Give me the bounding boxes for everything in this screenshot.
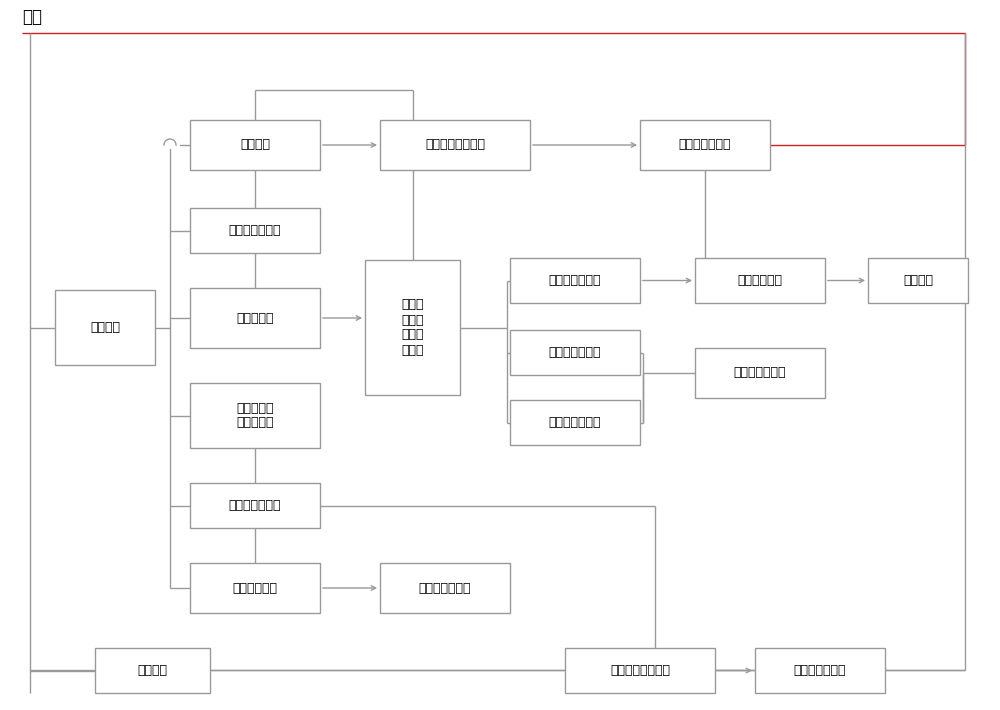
Bar bbox=[190, 288, 320, 348]
Bar bbox=[95, 648, 210, 693]
Bar bbox=[510, 330, 640, 375]
Text: 数字式
输入输
出口扩
展电路: 数字式 输入输 出口扩 展电路 bbox=[401, 298, 424, 356]
Bar bbox=[190, 483, 320, 528]
Text: 第一无源滤波器: 第一无源滤波器 bbox=[549, 274, 601, 287]
Text: 多个气缸: 多个气缸 bbox=[903, 274, 933, 287]
Text: 第一有源滤波器: 第一有源滤波器 bbox=[549, 346, 601, 359]
Text: 开关电源: 开关电源 bbox=[90, 321, 120, 334]
Bar bbox=[380, 563, 510, 613]
Text: 数据采集器: 数据采集器 bbox=[236, 312, 274, 324]
Bar bbox=[755, 648, 885, 693]
Text: 第四无源滤波器: 第四无源滤波器 bbox=[229, 224, 281, 237]
Text: 模拟式输入
口扩展电路: 模拟式输入 口扩展电路 bbox=[236, 401, 274, 430]
Bar bbox=[190, 383, 320, 448]
Bar bbox=[868, 258, 968, 303]
Text: 第三无源滤波器: 第三无源滤波器 bbox=[229, 499, 281, 512]
Text: 多块电气测试板: 多块电气测试板 bbox=[419, 581, 471, 594]
Bar bbox=[380, 120, 530, 170]
Bar bbox=[190, 120, 320, 170]
Text: 气缸控制电路: 气缸控制电路 bbox=[738, 274, 782, 287]
Bar bbox=[190, 563, 320, 613]
Bar bbox=[55, 290, 155, 365]
Text: 电压电流切换电路: 电压电流切换电路 bbox=[610, 664, 670, 677]
Bar bbox=[640, 120, 770, 170]
Text: 通信电路: 通信电路 bbox=[240, 138, 270, 151]
Text: 以太网转串口电路: 以太网转串口电路 bbox=[425, 138, 485, 151]
Bar bbox=[365, 260, 460, 395]
Text: 第二无源滤波器: 第二无源滤波器 bbox=[549, 416, 601, 429]
Text: 市电: 市电 bbox=[22, 8, 42, 26]
Text: 数字电源: 数字电源 bbox=[138, 664, 168, 677]
Text: 多块电气测试板: 多块电气测试板 bbox=[794, 664, 846, 677]
Bar bbox=[695, 258, 825, 303]
Bar bbox=[510, 258, 640, 303]
Text: 第五无源滤波器: 第五无源滤波器 bbox=[679, 138, 731, 151]
Bar bbox=[565, 648, 715, 693]
Text: 多块电气测试板: 多块电气测试板 bbox=[734, 366, 786, 380]
Bar bbox=[510, 400, 640, 445]
Text: 信号放大电路: 信号放大电路 bbox=[232, 581, 278, 594]
Bar bbox=[190, 208, 320, 253]
Bar bbox=[695, 348, 825, 398]
